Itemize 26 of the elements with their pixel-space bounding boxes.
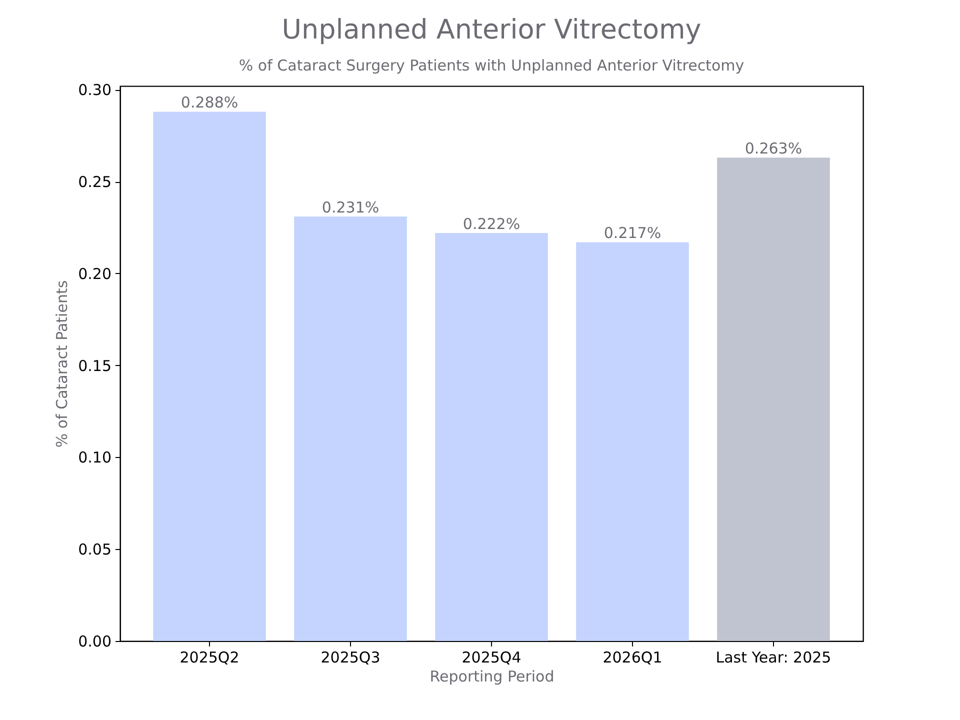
bar <box>153 112 266 641</box>
y-tick-label: 0.25 <box>78 173 112 192</box>
bar <box>717 158 830 641</box>
x-tick-label: 2026Q1 <box>602 648 662 666</box>
bar <box>576 242 689 641</box>
chart-title: Unplanned Anterior Vitrectomy <box>282 14 702 46</box>
data-label: 0.217% <box>604 224 662 242</box>
data-label: 0.288% <box>180 94 238 112</box>
x-tick-label: 2025Q2 <box>180 648 240 666</box>
y-tick-label: 0.20 <box>78 264 112 283</box>
y-tick-label: 0.00 <box>78 632 112 650</box>
y-axis-title: % of Cataract Patients <box>53 280 72 448</box>
y-tick-label: 0.15 <box>78 356 112 375</box>
bar <box>294 216 407 641</box>
x-axis-title: Reporting Period <box>430 668 554 686</box>
y-tick-label: 0.05 <box>78 540 112 559</box>
x-tick-label: Last Year: 2025 <box>716 648 832 666</box>
data-label: 0.222% <box>462 215 520 234</box>
chart-subtitle: % of Cataract Surgery Patients with Unplanned Anterior Vitrectomy <box>238 56 744 75</box>
x-tick-label: 2025Q4 <box>462 648 522 666</box>
x-tick-label: 2025Q3 <box>320 648 380 666</box>
bar <box>435 233 548 641</box>
y-tick-label: 0.30 <box>78 81 112 100</box>
y-tick-label: 0.10 <box>78 448 112 467</box>
data-label: 0.231% <box>322 198 380 216</box>
data-label: 0.263% <box>744 140 802 158</box>
